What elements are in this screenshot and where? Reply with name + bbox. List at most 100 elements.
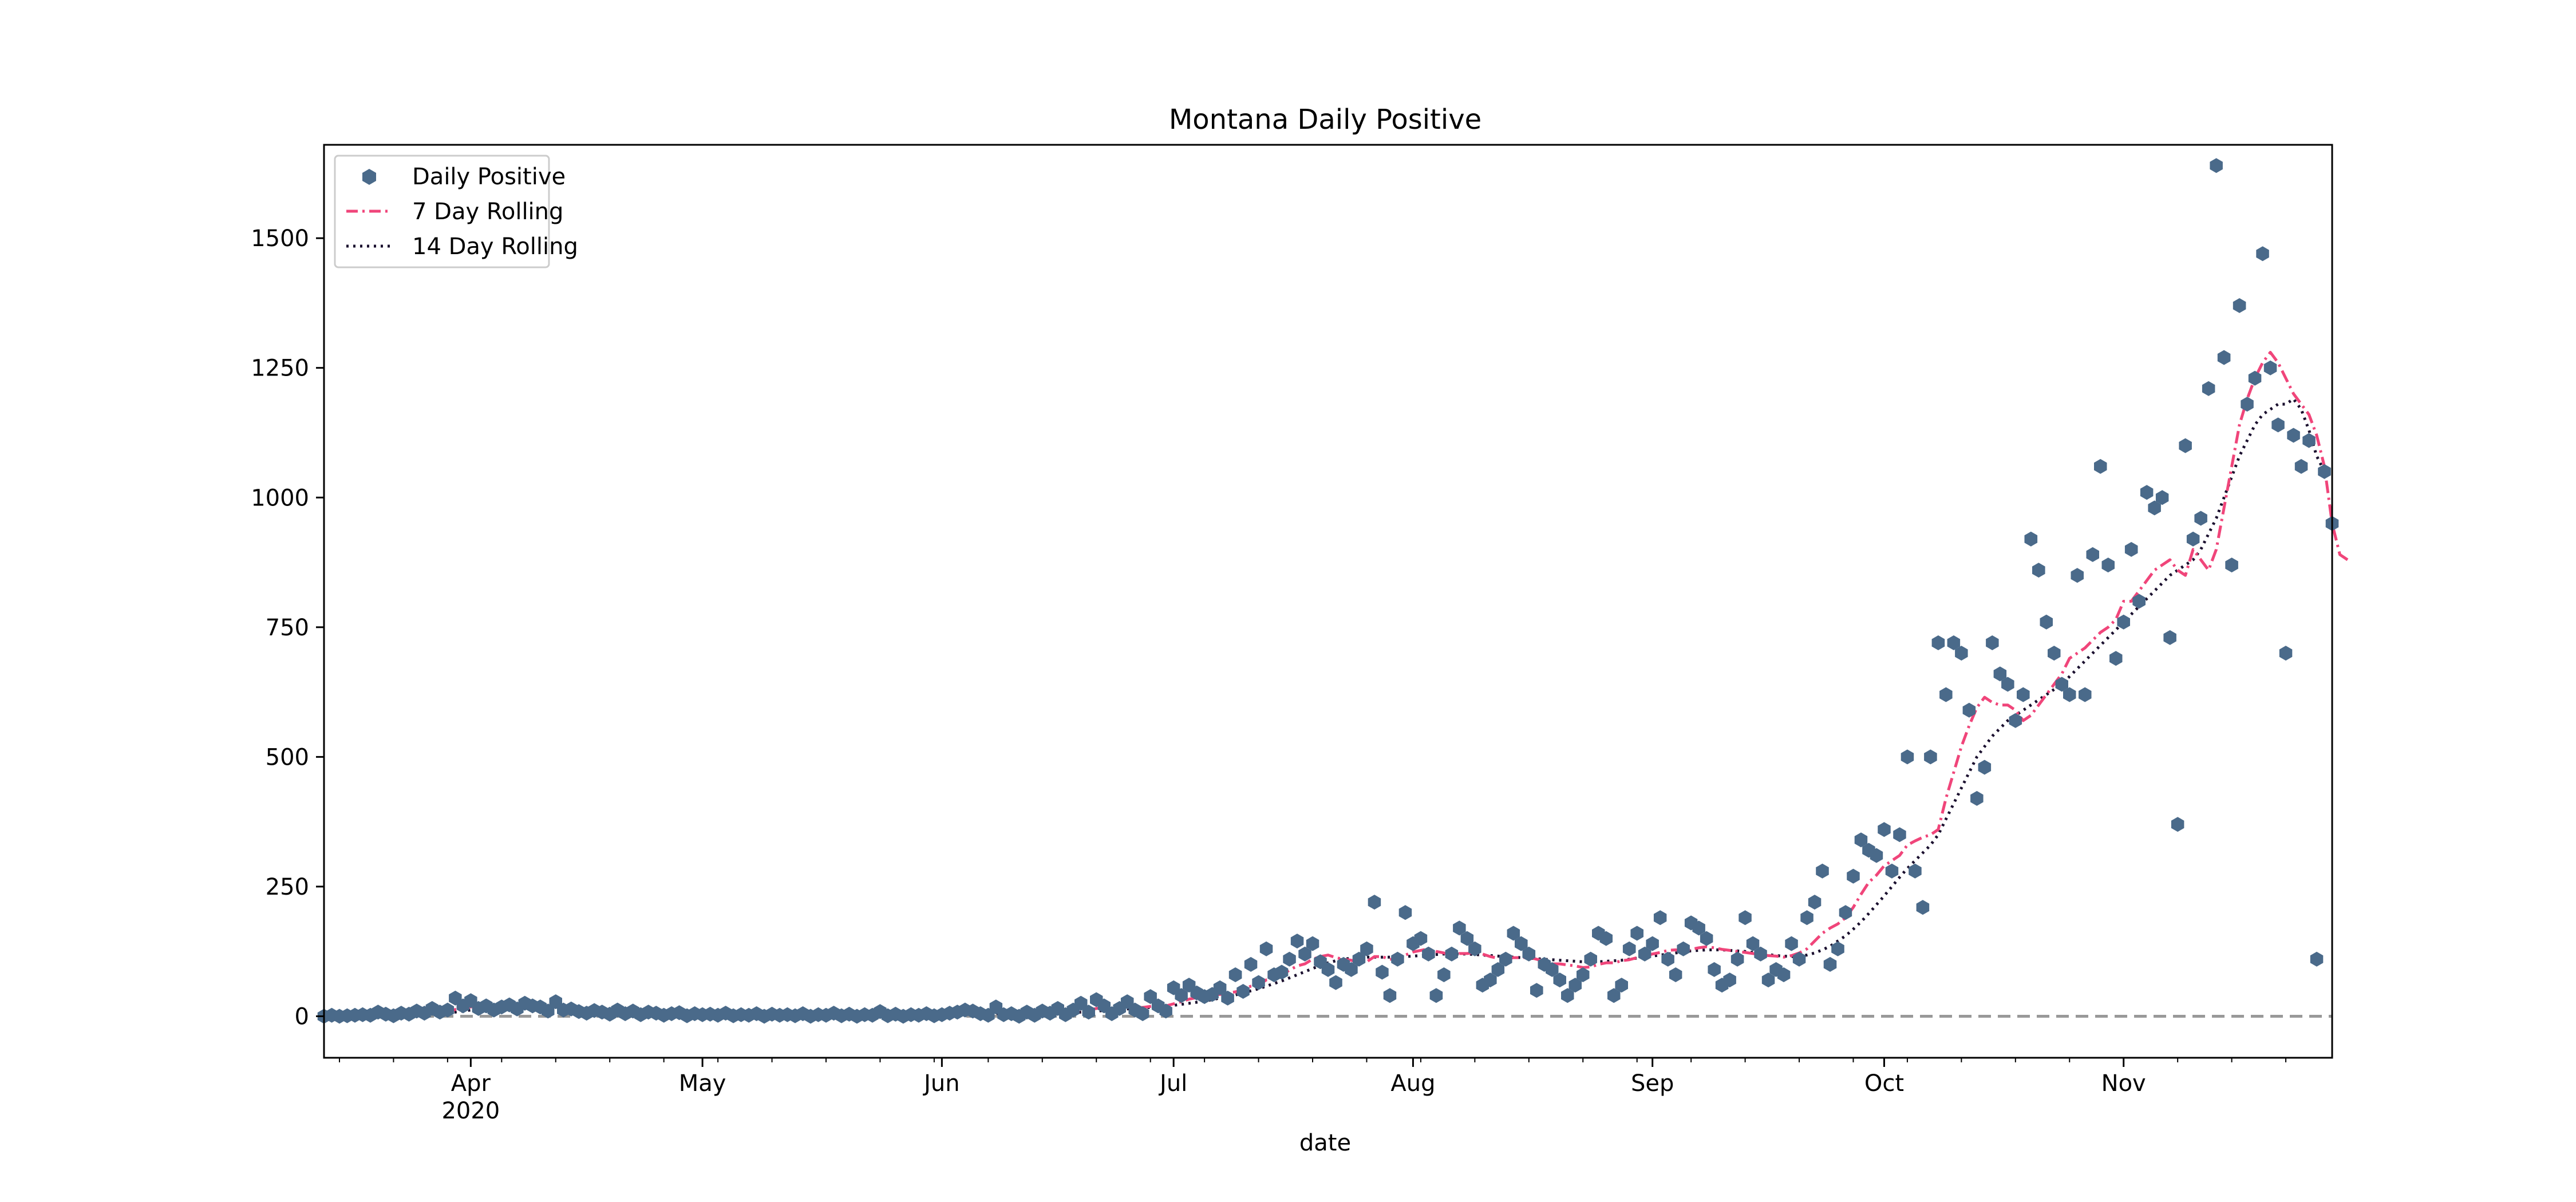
data-point-daily-positive	[1345, 962, 1358, 977]
data-point-daily-positive	[2140, 485, 2154, 500]
data-point-daily-positive	[1839, 905, 1852, 920]
data-point-daily-positive	[1669, 967, 1682, 982]
data-point-daily-positive	[1391, 951, 1404, 967]
data-point-daily-positive	[1653, 910, 1667, 926]
data-point-daily-positive	[1429, 988, 1443, 1003]
data-point-daily-positive	[1800, 910, 1814, 926]
data-point-daily-positive	[1816, 863, 1829, 879]
data-point-daily-positive	[1962, 702, 1976, 718]
data-point-daily-positive	[2117, 614, 2130, 630]
data-point-daily-positive	[1530, 983, 1543, 998]
data-point-daily-positive	[1484, 972, 1497, 988]
data-point-daily-positive	[2202, 381, 2215, 396]
data-point-daily-positive	[1723, 972, 1736, 988]
data-point-daily-positive	[1546, 962, 1559, 977]
data-point-daily-positive	[1577, 967, 1590, 982]
data-point-daily-positive	[1901, 749, 1914, 765]
data-point-daily-positive	[1986, 635, 1999, 650]
data-point-daily-positive	[1360, 941, 1373, 956]
data-point-daily-positive	[1955, 646, 1968, 661]
data-point-daily-positive	[1993, 666, 2007, 682]
data-point-daily-positive	[1700, 931, 1713, 946]
data-point-daily-positive	[2179, 438, 2192, 453]
data-point-daily-positive	[2094, 458, 2107, 474]
data-point-daily-positive	[1584, 951, 1597, 967]
y-tick-label: 0	[295, 1004, 309, 1030]
data-point-daily-positive	[1453, 920, 1466, 936]
x-tick-label: Oct	[1864, 1070, 1904, 1097]
data-point-daily-positive	[2287, 428, 2300, 443]
data-point-daily-positive	[1638, 946, 1652, 962]
data-point-daily-positive	[2009, 713, 2022, 728]
legend: Daily Positive 7 Day Rolling 14 Day Roll…	[334, 155, 578, 268]
data-point-daily-positive	[2040, 614, 2053, 630]
data-point-daily-positive	[2225, 557, 2238, 573]
data-point-daily-positive	[2109, 651, 2123, 666]
data-point-daily-positive	[2055, 677, 2068, 692]
data-point-daily-positive	[1893, 827, 1906, 843]
data-point-daily-positive	[1854, 832, 1868, 848]
data-point-daily-positive	[1746, 936, 1760, 951]
data-point-daily-positive	[1831, 941, 1844, 956]
legend-label-14-day: 14 Day Rolling	[412, 234, 578, 260]
data-point-daily-positive	[1677, 941, 1690, 956]
data-point-daily-positive	[2155, 490, 2169, 505]
x-tick-label: Jun	[922, 1070, 960, 1097]
data-point-daily-positive	[1970, 790, 1984, 806]
data-point-daily-positive	[1368, 895, 1381, 910]
data-point-daily-positive	[1661, 951, 1674, 967]
data-point-daily-positive	[1808, 895, 1822, 910]
data-point-daily-positive	[1692, 920, 1705, 936]
data-point-daily-positive	[1306, 936, 1319, 951]
data-point-daily-positive	[1437, 967, 1451, 982]
data-point-daily-positive	[1607, 988, 1621, 1003]
data-point-daily-positive	[1414, 931, 1428, 946]
x-tick-label: Jul	[1158, 1070, 1187, 1097]
data-point-daily-positive	[1228, 967, 1242, 982]
data-point-daily-positive	[2217, 350, 2231, 365]
data-point-daily-positive	[1144, 989, 1157, 1005]
data-point-daily-positive	[1082, 1005, 1095, 1020]
data-point-daily-positive	[1522, 946, 1536, 962]
data-point-daily-positive	[1383, 988, 1397, 1003]
data-point-daily-positive	[1259, 941, 1273, 956]
data-point-daily-positive	[2241, 397, 2254, 412]
data-point-daily-positive	[1275, 964, 1289, 980]
data-point-daily-positive	[2256, 246, 2269, 262]
data-point-daily-positive	[2163, 630, 2176, 645]
data-point-daily-positive	[2310, 951, 2324, 967]
data-point-daily-positive	[2171, 817, 2184, 832]
data-point-daily-positive	[1499, 951, 1512, 967]
data-point-daily-positive	[1376, 964, 1389, 980]
data-point-daily-positive	[1931, 635, 1945, 650]
data-point-daily-positive	[2318, 464, 2331, 479]
data-point-daily-positive	[2279, 646, 2293, 661]
x-tick-label: Nov	[2101, 1070, 2146, 1097]
data-point-daily-positive	[1515, 936, 1528, 951]
data-point-daily-positive	[542, 1003, 555, 1019]
data-point-daily-positive	[1298, 946, 1311, 962]
data-point-daily-positive	[2001, 677, 2014, 692]
data-point-daily-positive	[1568, 978, 1582, 993]
x-tick-label: May	[679, 1070, 726, 1097]
data-point-daily-positive	[1491, 962, 1505, 977]
data-point-daily-positive	[2079, 687, 2092, 702]
data-point-daily-positive	[2032, 563, 2045, 578]
data-point-daily-positive	[1870, 848, 1883, 863]
data-point-daily-positive	[1847, 868, 1860, 884]
data-point-daily-positive	[1909, 863, 1922, 879]
x-tick-label: Apr	[451, 1070, 491, 1097]
data-point-daily-positive	[2233, 298, 2246, 313]
data-point-daily-positive	[1924, 749, 1937, 765]
data-point-daily-positive	[1074, 995, 1088, 1011]
data-point-daily-positive	[1445, 946, 1459, 962]
data-point-daily-positive	[441, 1002, 455, 1018]
data-point-daily-positive	[1159, 1003, 1172, 1019]
data-point-daily-positive	[1553, 972, 1566, 988]
data-point-daily-positive	[1252, 975, 1265, 990]
legend-label-7-day: 7 Day Rolling	[412, 199, 563, 225]
y-tick-label: 750	[266, 615, 309, 641]
data-point-daily-positive	[1213, 980, 1227, 995]
